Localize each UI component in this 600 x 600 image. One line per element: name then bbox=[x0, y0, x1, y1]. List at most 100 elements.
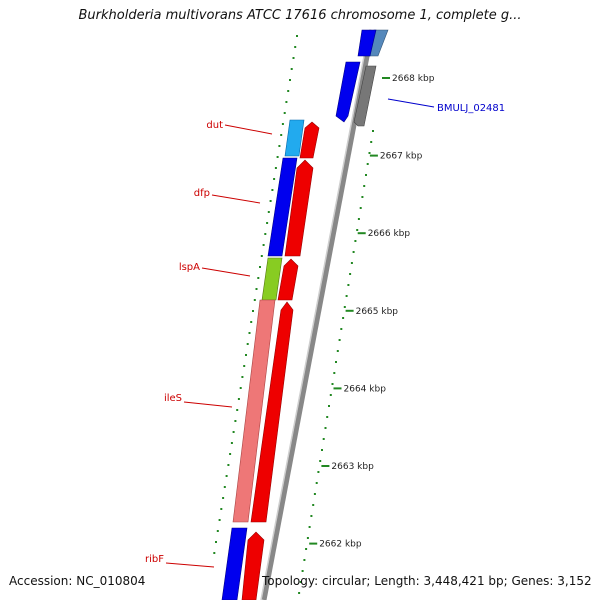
track-dot bbox=[232, 431, 235, 433]
feature-red-dfp[interactable] bbox=[284, 159, 314, 257]
gene-label-ribf[interactable]: ribF bbox=[145, 554, 164, 565]
track-dot bbox=[315, 482, 318, 484]
track-dot bbox=[343, 306, 346, 308]
gene-label-iles[interactable]: ileS bbox=[164, 393, 182, 404]
track-dot bbox=[366, 163, 369, 165]
track-dot bbox=[338, 339, 341, 341]
track-dot bbox=[352, 251, 355, 253]
kbp-tick-label: 2665 kbp bbox=[356, 307, 399, 317]
track-dot bbox=[230, 442, 233, 444]
track-dot bbox=[260, 255, 263, 257]
gene-callout-line bbox=[183, 401, 233, 408]
track-dot bbox=[220, 508, 223, 510]
track-dot bbox=[354, 240, 357, 242]
kbp-ruler: 2668 kbp 2667 kbp 2666 kbp 2665 kbp 2664 kbp… bbox=[309, 74, 435, 550]
kbp-tick-label: 2667 kbp bbox=[380, 152, 423, 162]
track-dot bbox=[287, 90, 290, 92]
track-dot bbox=[301, 570, 304, 572]
track-dot bbox=[237, 398, 240, 400]
backbone bbox=[260, 29, 375, 600]
track-dot bbox=[262, 244, 265, 246]
gene-label-dfp[interactable]: dfp bbox=[194, 188, 210, 199]
track-dot bbox=[347, 284, 350, 286]
track-dot bbox=[269, 200, 272, 202]
track-dot bbox=[266, 222, 269, 224]
track-dot bbox=[328, 405, 330, 407]
track-dot bbox=[283, 112, 286, 114]
gene-callouts: dut dfp lspA ileS ribF bbox=[145, 120, 273, 568]
track-dot bbox=[253, 299, 256, 301]
track-dot bbox=[313, 493, 316, 495]
feature-lightblue-dut[interactable] bbox=[284, 119, 305, 157]
feature-grey[interactable] bbox=[353, 65, 377, 127]
track-dot bbox=[250, 321, 253, 323]
track-dot bbox=[324, 427, 327, 429]
track-dot bbox=[294, 46, 297, 48]
kbp-tick-label: 2662 kbp bbox=[319, 540, 362, 550]
feature-red-dut[interactable] bbox=[299, 121, 320, 159]
inner-dot-track bbox=[213, 35, 298, 554]
kbp-tick-label: 2666 kbp bbox=[368, 229, 411, 239]
gene-label-dut[interactable]: dut bbox=[206, 120, 223, 131]
track-dot bbox=[317, 471, 320, 473]
kbp-tick-label: 2668 kbp bbox=[392, 74, 435, 84]
accession-text: Accession: NC_010804 bbox=[9, 574, 146, 588]
feature-lime-lspa[interactable] bbox=[261, 257, 283, 301]
outer-dot-track bbox=[298, 130, 374, 594]
gene-callout-line bbox=[211, 194, 261, 204]
track-dot bbox=[312, 504, 315, 506]
feature-red-lspa[interactable] bbox=[277, 258, 299, 301]
track-dot bbox=[298, 592, 301, 594]
track-dot bbox=[274, 167, 277, 169]
track-dot bbox=[248, 332, 251, 334]
track-dot bbox=[222, 497, 225, 499]
locus-callout-line bbox=[387, 98, 435, 108]
track-dot bbox=[215, 541, 217, 543]
track-dot bbox=[292, 57, 295, 59]
feature-red-ribf[interactable] bbox=[241, 531, 265, 600]
gene-callout-line bbox=[165, 562, 215, 568]
track-dot bbox=[319, 460, 322, 462]
track-dot bbox=[299, 581, 302, 583]
track-dot bbox=[370, 141, 373, 143]
feature-pink-iles[interactable] bbox=[232, 299, 276, 523]
feature-red-iles[interactable] bbox=[250, 301, 294, 523]
track-dot bbox=[350, 262, 353, 264]
track-dot bbox=[290, 68, 293, 70]
gene-callout-line bbox=[201, 267, 251, 277]
feature-blue-dfp[interactable] bbox=[267, 157, 298, 257]
map-title: Burkholderia multivorans ATCC 17616 chro… bbox=[78, 8, 522, 23]
track-dot bbox=[342, 317, 345, 319]
track-dot bbox=[340, 328, 343, 330]
track-dot bbox=[310, 515, 313, 517]
track-dot bbox=[225, 475, 228, 477]
track-dot bbox=[361, 196, 364, 198]
track-dot bbox=[218, 519, 221, 521]
track-dot bbox=[255, 288, 258, 290]
track-dot bbox=[267, 211, 270, 213]
kbp-tick-mark bbox=[382, 77, 390, 79]
track-dot bbox=[356, 229, 359, 231]
track-dot bbox=[329, 394, 332, 396]
locus-label-bmulj-02481[interactable]: BMULJ_02481 bbox=[437, 103, 505, 114]
track-dot bbox=[245, 354, 247, 356]
track-dot bbox=[345, 295, 348, 297]
kbp-tick-mark bbox=[345, 309, 354, 312]
track-dot bbox=[280, 134, 283, 136]
track-dot bbox=[276, 156, 279, 158]
track-dot bbox=[223, 486, 226, 488]
feature-blue-top[interactable] bbox=[357, 29, 377, 57]
track-dot bbox=[264, 233, 267, 235]
feature-track-left bbox=[221, 29, 377, 600]
track-dot bbox=[363, 185, 366, 187]
gene-label-lspa[interactable]: lspA bbox=[179, 262, 200, 273]
feature-blue-ribf[interactable] bbox=[221, 527, 248, 600]
track-dot bbox=[303, 559, 306, 561]
track-dot bbox=[368, 152, 371, 154]
feature-blue-bmulj[interactable] bbox=[335, 61, 361, 123]
track-dot bbox=[326, 416, 329, 418]
track-dot bbox=[281, 123, 284, 125]
track-dot bbox=[296, 35, 298, 37]
